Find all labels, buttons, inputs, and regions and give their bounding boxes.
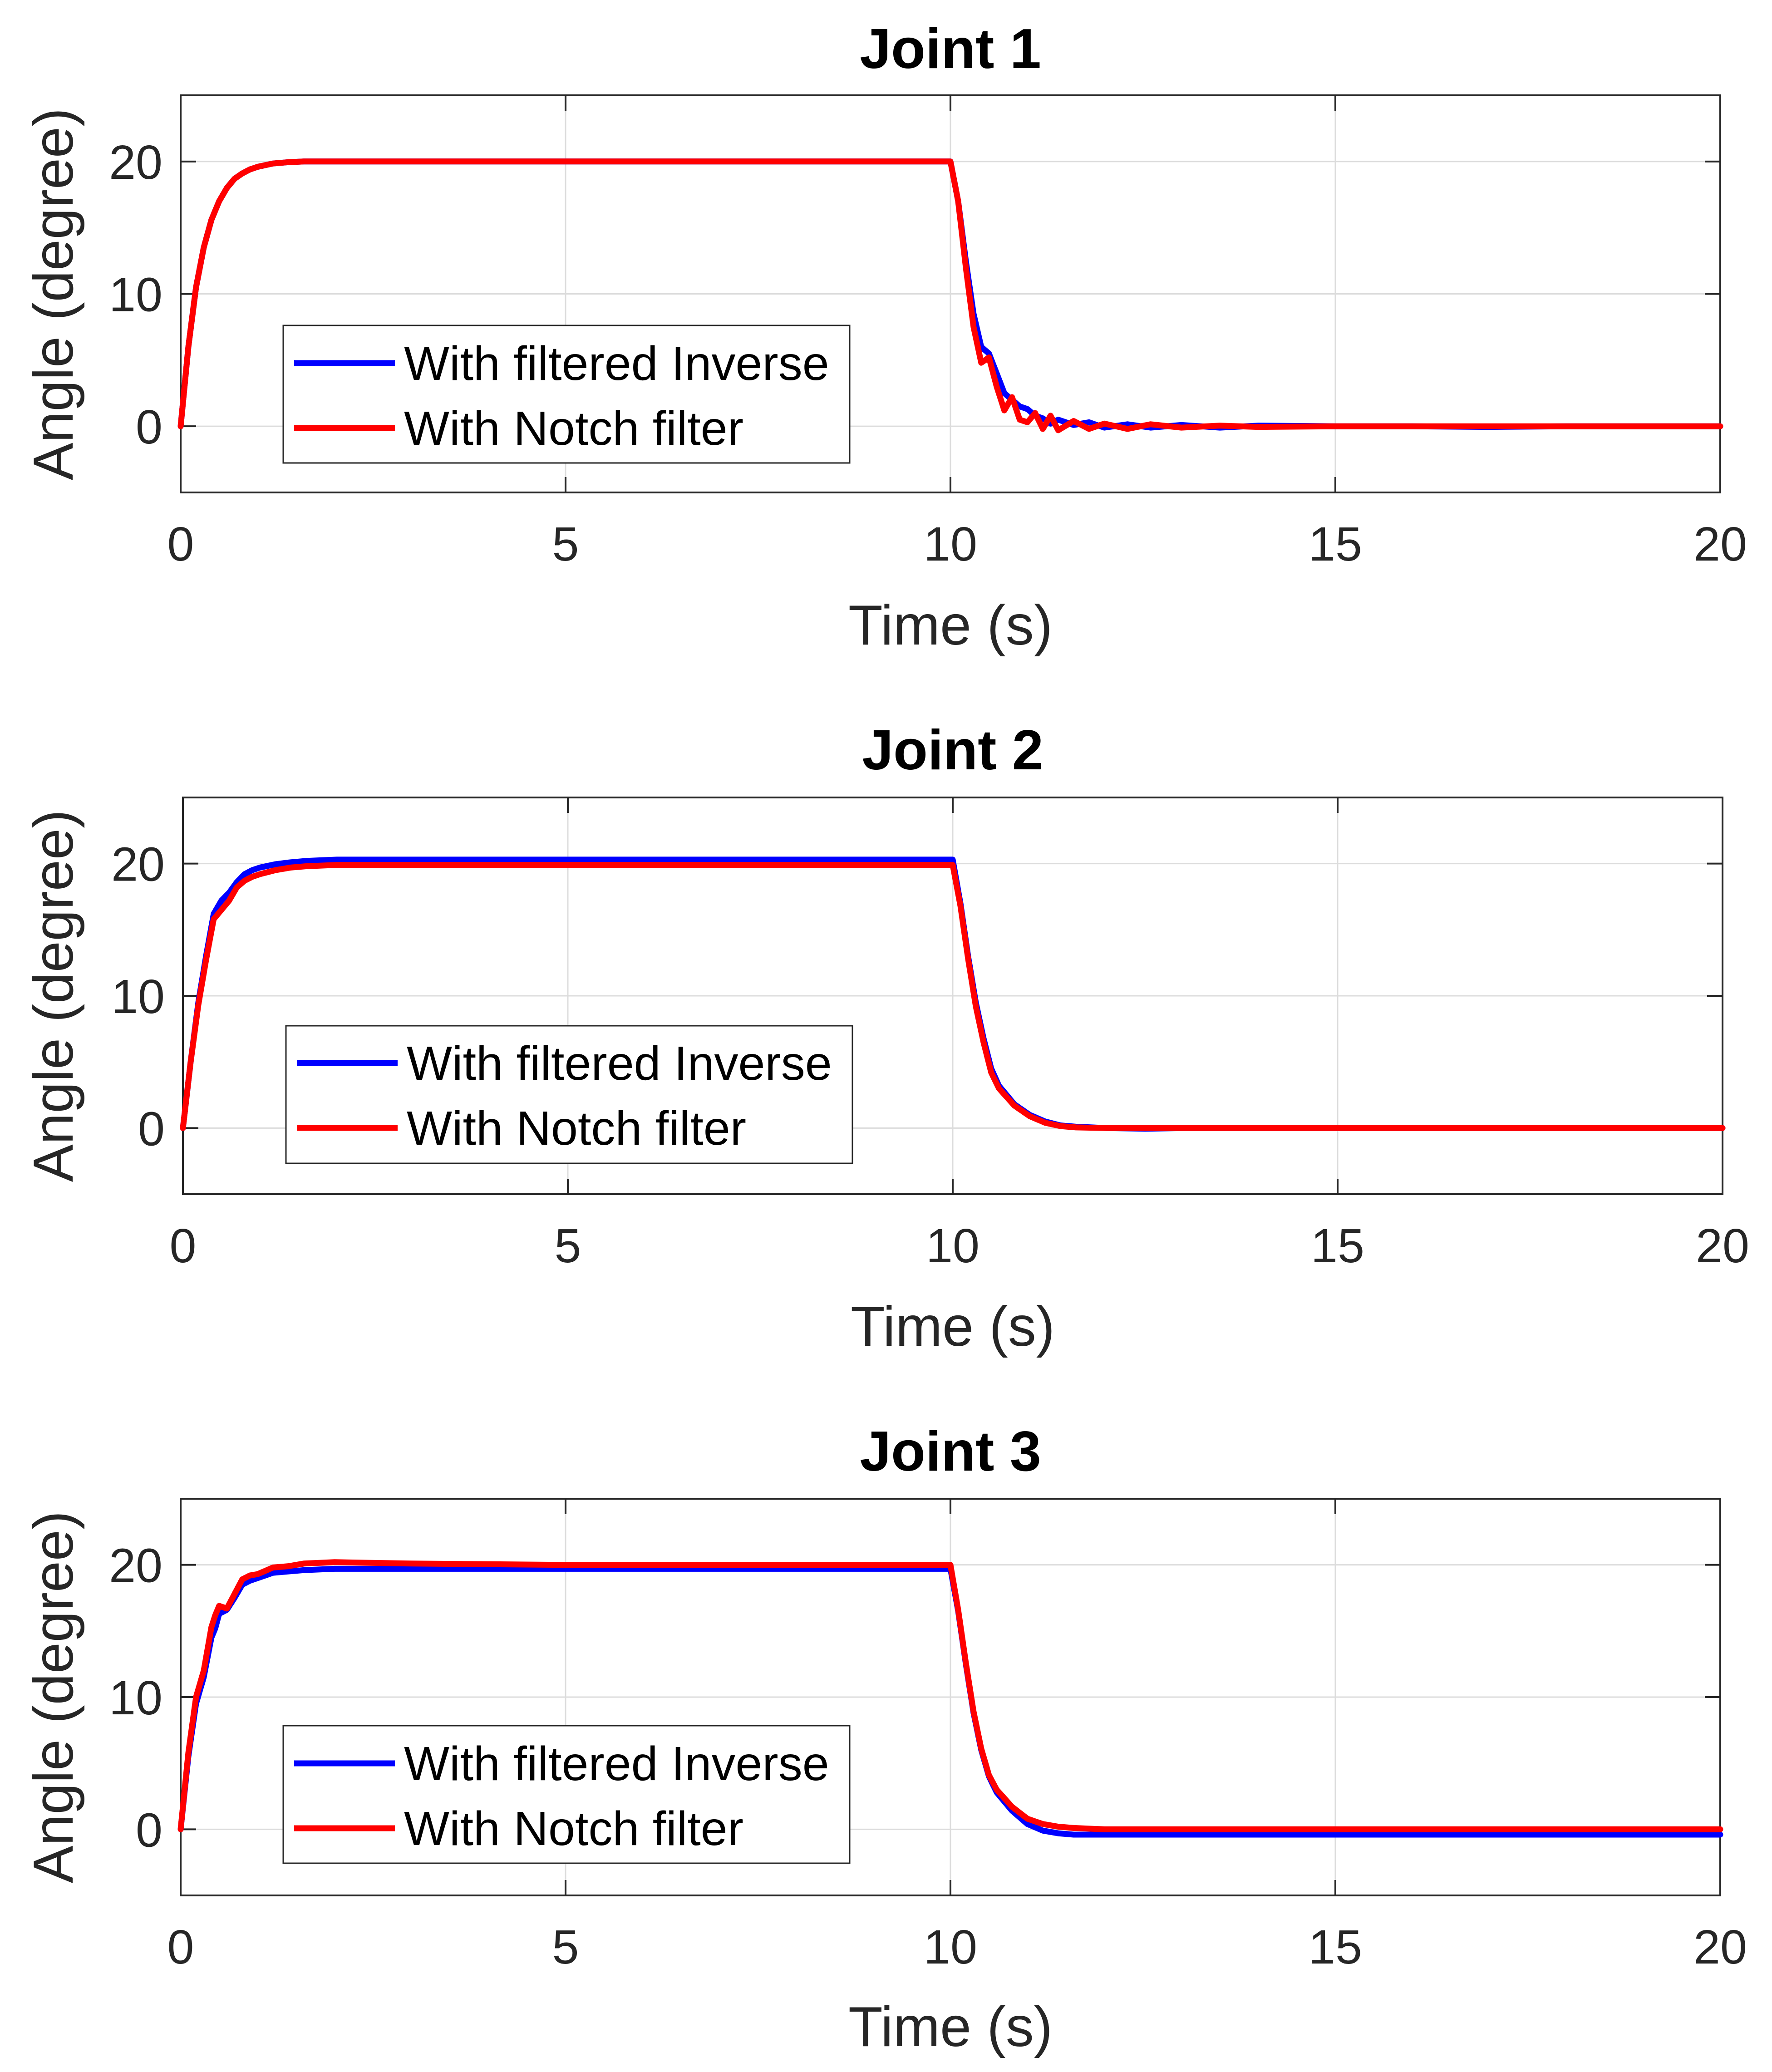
panel-joint-1: 0 5 10 15 20 0 10 20 Joint 1 Time (s) Angle (de… [22, 18, 1747, 657]
x-axis-label: Time (s) [848, 1996, 1053, 2058]
x-tick-label: 10 [924, 1920, 977, 1974]
ticks-joint-3: 0 5 10 15 20 0 10 20 [109, 1499, 1747, 1974]
legend-label-series-1: With filtered Inverse [404, 1737, 829, 1791]
y-tick-label: 10 [111, 970, 165, 1024]
x-tick-label: 15 [1309, 1920, 1362, 1974]
x-tick-label: 0 [170, 1219, 197, 1273]
y-tick-label: 10 [109, 268, 162, 322]
x-tick-label: 0 [167, 517, 194, 571]
x-tick-label: 20 [1696, 1219, 1749, 1273]
lines-joint-2 [180, 856, 1726, 1132]
x-tick-label: 5 [552, 1920, 579, 1974]
series-line-2 [177, 158, 1723, 433]
x-axis-label: Time (s) [848, 594, 1053, 657]
legend: With filtered Inverse With Notch filter [282, 325, 851, 464]
x-tick-label: 5 [555, 1219, 581, 1273]
chart-title: Joint 1 [860, 18, 1041, 80]
series-line-1 [177, 1565, 1723, 1838]
y-tick-label: 10 [109, 1671, 162, 1725]
x-tick-label: 10 [926, 1219, 980, 1273]
legend-label-series-1: With filtered Inverse [404, 337, 829, 390]
y-tick-label: 20 [111, 838, 165, 891]
y-tick-label: 0 [136, 400, 162, 454]
legend-label-series-1: With filtered Inverse [407, 1037, 832, 1090]
chart-title: Joint 3 [860, 1420, 1041, 1483]
legend-box [285, 1025, 853, 1164]
legend-box [282, 325, 851, 464]
legend-label-series-2: With Notch filter [404, 402, 743, 455]
y-axis-label: Angle (degree) [22, 1511, 85, 1883]
y-tick-label: 20 [109, 136, 162, 189]
legend-label-series-2: With Notch filter [407, 1102, 746, 1155]
y-axis-label: Angle (degree) [22, 108, 85, 480]
x-tick-label: 15 [1309, 517, 1362, 571]
panel-joint-2: 0 5 10 15 20 0 10 20 Joint 2 Time (s) Angle (de… [22, 719, 1749, 1358]
x-axis-label: Time (s) [851, 1295, 1055, 1358]
panel-joint-3: 0 5 10 15 20 0 10 20 Joint 3 Time (s) Angle (de… [22, 1420, 1747, 2058]
ticks-joint-2: 0 5 10 15 20 0 10 20 [111, 797, 1749, 1273]
y-tick-label: 0 [138, 1102, 165, 1156]
lines-joint-1 [177, 158, 1723, 433]
legend: With filtered Inverse With Notch filter [282, 1725, 851, 1864]
x-tick-label: 0 [167, 1920, 194, 1974]
chart-title: Joint 2 [862, 719, 1044, 782]
x-tick-label: 5 [552, 517, 579, 571]
legend-box [282, 1725, 851, 1864]
y-tick-label: 20 [109, 1539, 162, 1593]
series-line-2 [180, 862, 1726, 1131]
y-tick-label: 0 [136, 1803, 162, 1857]
legend-label-series-2: With Notch filter [404, 1802, 743, 1855]
legend: With filtered Inverse With Notch filter [285, 1025, 853, 1164]
series-line-2 [177, 1559, 1723, 1832]
x-tick-label: 20 [1693, 517, 1747, 571]
ticks-joint-1: 0 5 10 15 20 0 10 20 [109, 95, 1747, 571]
x-tick-label: 20 [1693, 1920, 1747, 1974]
x-tick-label: 10 [924, 517, 977, 571]
lines-joint-3 [177, 1559, 1723, 1838]
x-tick-label: 15 [1311, 1219, 1364, 1273]
y-axis-label: Angle (degree) [22, 810, 85, 1182]
